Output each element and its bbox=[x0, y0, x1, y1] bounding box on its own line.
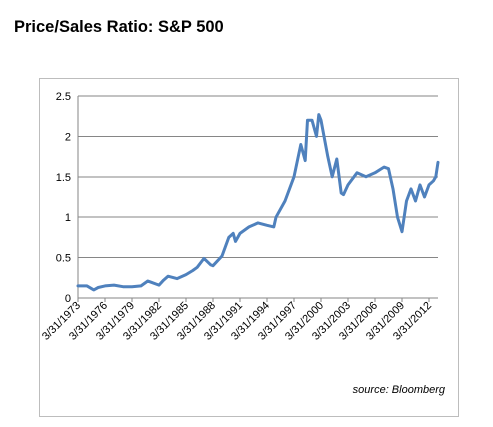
y-tick-label: 0.5 bbox=[56, 253, 71, 265]
y-tick-label: 0 bbox=[65, 293, 71, 305]
y-tick-label: 1.5 bbox=[56, 172, 71, 184]
source-note: source: Bloomberg bbox=[352, 384, 445, 396]
y-tick-label: 1 bbox=[65, 212, 71, 224]
y-tick-label: 2.5 bbox=[56, 91, 71, 103]
series-line-price-sales bbox=[76, 113, 440, 292]
y-tick-label: 2 bbox=[65, 131, 71, 143]
chart-frame bbox=[39, 78, 459, 417]
chart-title: Price/Sales Ratio: S&P 500 bbox=[14, 18, 224, 36]
